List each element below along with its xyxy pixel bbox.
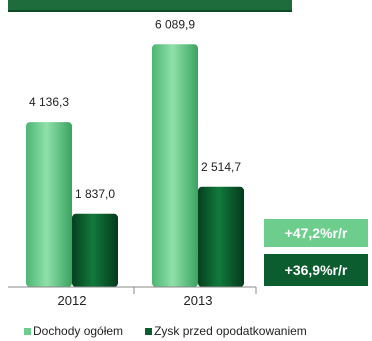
growth-badge-income: +47,2%r/r (264, 219, 368, 247)
bar-profit-2013 (198, 186, 244, 287)
bar-profit-2012 (72, 213, 118, 287)
bar-income-2013 (152, 44, 198, 287)
legend-item-income: Dochody ogółem (24, 324, 123, 338)
legend-swatch-income (24, 327, 31, 335)
legend-item-profit: Zysk przed opodatkowaniem (145, 324, 307, 338)
bar-income-2012 (26, 122, 72, 287)
value-label-profit-2013: 2 514,7 (201, 160, 241, 174)
value-label-profit-2012: 1 837,0 (75, 187, 115, 201)
growth-badge-profit: +36,9%r/r (264, 254, 368, 286)
legend-label-profit: Zysk przed opodatkowaniem (154, 324, 307, 338)
x-tick-label-2013: 2013 (184, 293, 213, 308)
x-tick-label-2012: 2012 (58, 293, 87, 308)
legend-swatch-profit (145, 327, 153, 335)
value-label-income-2013: 6 089,9 (155, 17, 195, 31)
legend: Dochody ogółem Zysk przed opodatkowaniem (24, 324, 307, 338)
value-label-income-2012: 4 136,3 (29, 95, 69, 109)
legend-label-income: Dochody ogółem (33, 324, 124, 338)
header-bar (8, 0, 292, 12)
